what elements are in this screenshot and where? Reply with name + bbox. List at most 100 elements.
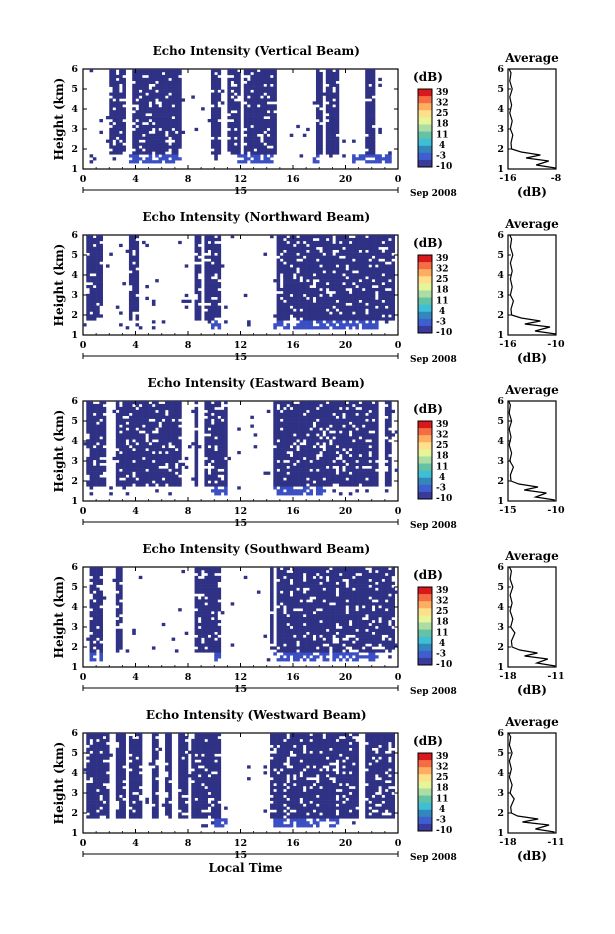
echo-cell xyxy=(254,122,258,125)
echo-cell xyxy=(136,264,140,267)
echo-cell xyxy=(224,433,228,436)
echo-cell xyxy=(116,477,120,480)
echo-cell xyxy=(388,457,392,460)
echo-cell xyxy=(211,125,215,128)
echo-cell xyxy=(270,148,274,151)
echo-cell xyxy=(195,419,199,422)
echo-cell xyxy=(119,323,123,326)
echo-cell xyxy=(349,442,353,445)
echo-cell xyxy=(385,285,389,288)
echo-cell xyxy=(319,110,323,113)
echo-cell xyxy=(119,588,123,591)
echo-cell xyxy=(362,404,366,407)
echo-cell xyxy=(329,433,333,436)
echo-cell xyxy=(204,643,208,646)
echo-cell xyxy=(96,300,100,303)
echo-cell xyxy=(349,436,353,439)
echo-cell xyxy=(247,72,251,75)
echo-cell xyxy=(323,407,327,410)
echo-cell xyxy=(332,282,336,285)
echo-cell xyxy=(368,279,372,282)
echo-cell xyxy=(116,582,120,585)
echo-cell xyxy=(168,477,172,480)
echo-cell xyxy=(129,273,133,276)
echo-cell xyxy=(346,483,350,486)
echo-cell xyxy=(218,422,222,425)
echo-cell xyxy=(250,113,254,116)
echo-cell xyxy=(86,241,90,244)
echo-cell xyxy=(162,454,166,457)
echo-cell xyxy=(293,483,297,486)
echo-cell xyxy=(309,422,313,425)
echo-cell xyxy=(158,407,162,410)
echo-cell xyxy=(211,241,215,244)
echo-cell xyxy=(96,425,100,428)
echo-cell xyxy=(316,460,320,463)
echo-cell xyxy=(300,463,304,466)
echo-cell xyxy=(352,273,356,276)
echo-cell xyxy=(152,472,156,475)
echo-cell xyxy=(119,416,123,419)
echo-cell xyxy=(119,573,123,576)
echo-cell xyxy=(227,131,231,134)
echo-cell xyxy=(234,107,238,110)
echo-cell xyxy=(139,69,143,72)
echo-cell xyxy=(139,466,143,469)
echo-cell xyxy=(313,256,317,259)
echo-cell xyxy=(126,466,130,469)
echo-cell xyxy=(158,433,162,436)
echo-cell xyxy=(214,261,218,264)
echo-cell xyxy=(359,297,363,300)
echo-cell xyxy=(273,439,277,442)
echo-cell xyxy=(195,469,199,472)
echo-cell xyxy=(158,125,162,128)
echo-cell xyxy=(359,253,363,256)
echo-cell xyxy=(145,285,149,288)
echo-cell xyxy=(362,285,366,288)
echo-cell xyxy=(198,253,202,256)
echo-cell xyxy=(329,451,333,454)
echo-cell xyxy=(208,614,212,617)
echo-cell xyxy=(286,439,290,442)
echo-cell xyxy=(129,282,133,285)
echo-cell xyxy=(191,477,195,480)
colorbar-unit: (dB) xyxy=(413,236,443,250)
echo-cell xyxy=(195,317,199,320)
echo-cell xyxy=(247,93,251,96)
echo-cell xyxy=(349,261,353,264)
echo-cell xyxy=(139,87,143,90)
echo-cell xyxy=(136,151,140,154)
echo-cell xyxy=(224,469,228,472)
echo-cell xyxy=(359,442,363,445)
echo-cell xyxy=(309,457,313,460)
echo-cell xyxy=(355,247,359,250)
echo-cell xyxy=(296,311,300,314)
echo-cell xyxy=(280,311,284,314)
echo-cell xyxy=(86,422,90,425)
echo-cell xyxy=(195,463,199,466)
echo-cell xyxy=(382,235,386,238)
echo-cell xyxy=(116,407,120,410)
echo-cell xyxy=(129,250,133,253)
echo-cell xyxy=(162,116,166,119)
echo-cell xyxy=(388,410,392,413)
echo-cell xyxy=(103,480,107,483)
echo-cell xyxy=(355,264,359,267)
echo-cell xyxy=(280,433,284,436)
colorbar-tick-label: -3 xyxy=(436,317,446,327)
echo-cell xyxy=(83,323,87,326)
echo-cell xyxy=(201,599,205,602)
echo-cell xyxy=(152,463,156,466)
echo-cell xyxy=(211,454,215,457)
echo-cell xyxy=(155,480,159,483)
echo-cell xyxy=(359,303,363,306)
echo-cell xyxy=(168,72,172,75)
echo-cell xyxy=(257,137,261,140)
echo-cell xyxy=(158,78,162,81)
echo-cell xyxy=(93,291,97,294)
echo-cell xyxy=(178,457,182,460)
echo-cell xyxy=(283,404,287,407)
echo-cell xyxy=(303,460,307,463)
echo-cell xyxy=(93,288,97,291)
echo-cell xyxy=(309,410,313,413)
